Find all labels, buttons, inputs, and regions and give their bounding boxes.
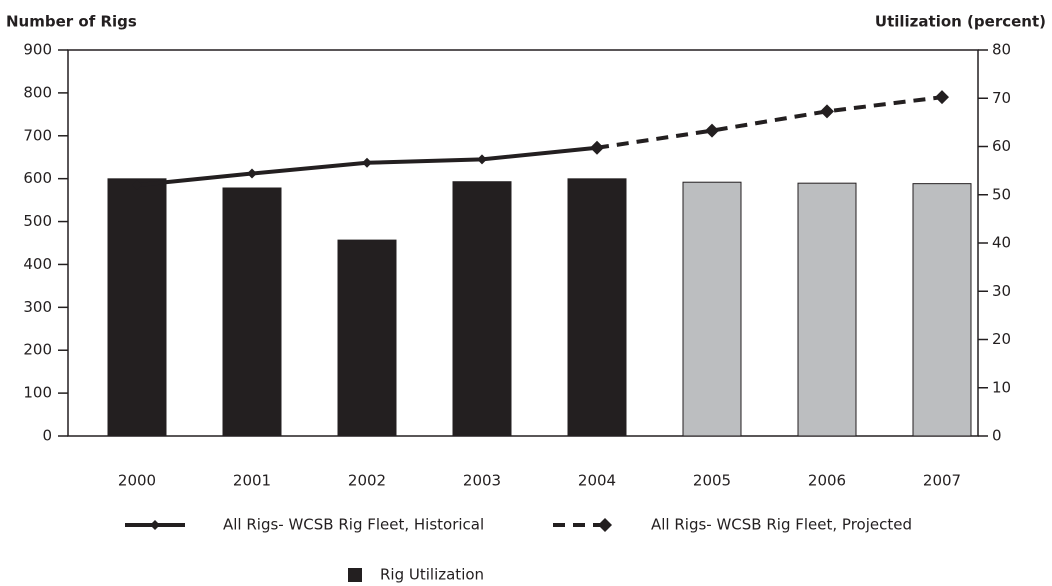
bar: [912, 183, 972, 437]
y2-tick-label: 80: [992, 41, 1011, 59]
y-tick-label: 200: [23, 341, 52, 359]
marker: [820, 104, 834, 119]
y-tick-label: 400: [23, 255, 52, 273]
x-tick-label: 2003: [463, 472, 501, 490]
y-tick-label: 100: [23, 384, 52, 402]
y2-tick-label: 70: [992, 89, 1011, 107]
y-tick-label: 300: [23, 298, 52, 316]
legend-swatch: [348, 568, 362, 582]
y2-tick-label: 50: [992, 185, 1011, 203]
y2-tick-label: 30: [992, 282, 1011, 300]
x-tick-label: 2000: [118, 472, 156, 490]
legend-marker: [598, 518, 612, 532]
y2-tick-label: 0: [992, 427, 1002, 445]
legend-label: Rig Utilization: [380, 566, 484, 584]
y-tick-label: 0: [42, 427, 52, 445]
bar: [337, 239, 397, 437]
y2-tick-label: 60: [992, 137, 1011, 155]
y2-axis-title: Utilization (percent): [875, 13, 1046, 31]
bar: [682, 181, 742, 437]
y2-tick-label: 10: [992, 378, 1011, 396]
marker: [362, 157, 372, 168]
marker: [935, 90, 949, 105]
bar: [797, 182, 857, 437]
y-tick-label: 900: [23, 41, 52, 59]
y2-tick-label: 40: [992, 234, 1011, 252]
y2-tick-label: 20: [992, 330, 1011, 348]
bar: [222, 187, 282, 437]
y-tick-label: 700: [23, 126, 52, 144]
legend-label: All Rigs- WCSB Rig Fleet, Projected: [651, 516, 912, 534]
legend-label: All Rigs- WCSB Rig Fleet, Historical: [223, 516, 484, 534]
marker: [705, 123, 719, 138]
marker: [477, 154, 487, 165]
legend-marker: [150, 520, 160, 530]
y-tick-label: 800: [23, 83, 52, 101]
x-tick-label: 2006: [808, 472, 846, 490]
x-tick-label: 2004: [578, 472, 616, 490]
x-tick-label: 2005: [693, 472, 731, 490]
bar: [567, 178, 627, 437]
y-tick-label: 500: [23, 212, 52, 230]
y-axis-title: Number of Rigs: [6, 13, 137, 31]
y-tick-label: 600: [23, 169, 52, 187]
bar: [107, 178, 167, 437]
marker: [590, 140, 604, 155]
marker: [247, 168, 257, 179]
x-tick-label: 2007: [923, 472, 961, 490]
bar: [452, 181, 512, 437]
marker: [132, 180, 142, 191]
line: [596, 95, 943, 150]
x-tick-label: 2001: [233, 472, 271, 490]
x-tick-label: 2002: [348, 472, 386, 490]
